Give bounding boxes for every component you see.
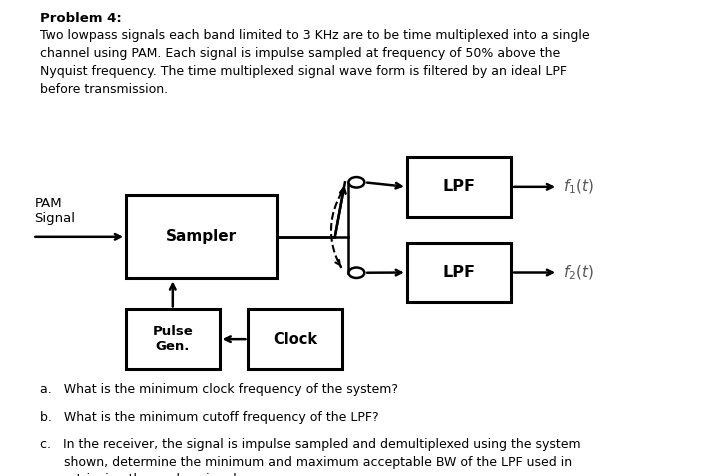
Text: PAM
Signal: PAM Signal [35, 197, 76, 225]
Circle shape [348, 268, 364, 278]
Text: b.   What is the minimum cutoff frequency of the LPF?: b. What is the minimum cutoff frequency … [40, 411, 378, 424]
Text: $f_1(t)$: $f_1(t)$ [563, 178, 594, 196]
Bar [407, 157, 511, 217]
Text: LPF: LPF [443, 265, 475, 280]
Bar [126, 195, 277, 278]
Text: Two lowpass signals each band limited to 3 KHz are to be time multiplexed into a: Two lowpass signals each band limited to… [40, 29, 589, 96]
Text: LPF: LPF [443, 179, 475, 194]
Text: a.   What is the minimum clock frequency of the system?: a. What is the minimum clock frequency o… [40, 383, 397, 396]
Text: Problem 4:: Problem 4: [40, 12, 122, 25]
Text: Clock: Clock [273, 332, 318, 347]
Bar [126, 309, 220, 369]
Text: Sampler: Sampler [166, 229, 237, 244]
Bar [248, 309, 342, 369]
Bar [407, 243, 511, 302]
Text: $f_2(t)$: $f_2(t)$ [563, 263, 594, 282]
Text: Pulse
Gen.: Pulse Gen. [153, 325, 193, 353]
Text: c.   In the receiver, the signal is impulse sampled and demultiplexed using the : c. In the receiver, the signal is impuls… [40, 438, 580, 476]
Circle shape [348, 177, 364, 188]
